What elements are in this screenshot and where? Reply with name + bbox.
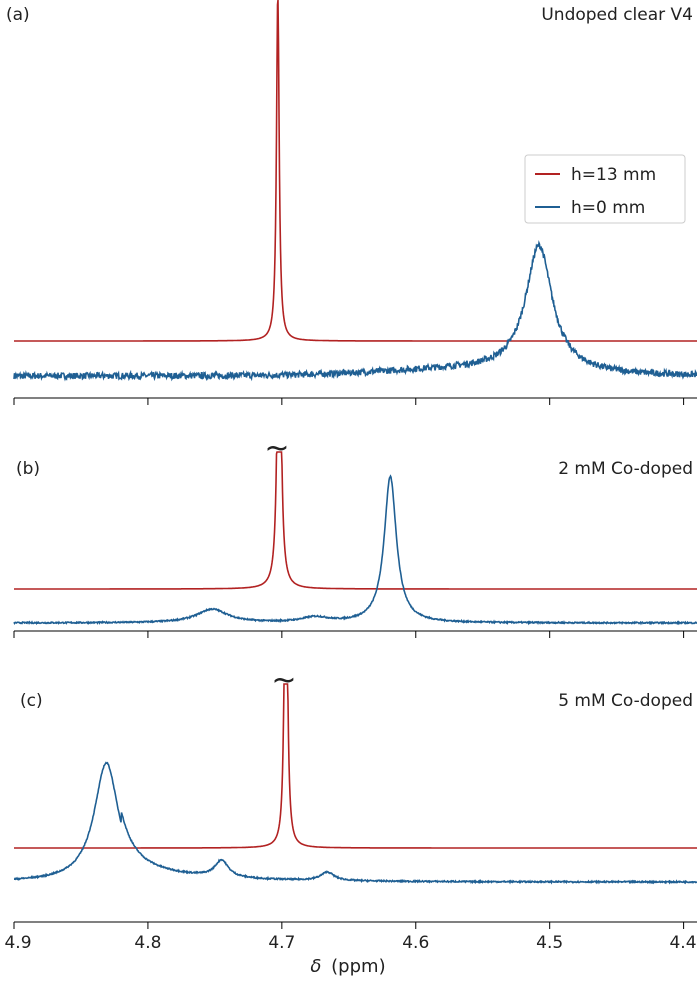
legend-h0-label: h=0 mm xyxy=(571,198,645,218)
legend-h13-label: h=13 mm xyxy=(571,165,656,185)
panel-c-h13-line xyxy=(14,683,697,849)
panel-b-ticks xyxy=(13,631,685,638)
panel-c: (c) 5 mM Co-doped ~ 4.9 4.8 4.7 4.6 4.5 4.4 xyxy=(4,663,697,953)
panel-b: (b) 2 mM Co-doped ~ xyxy=(13,431,697,638)
x-tick-label: 4.6 xyxy=(402,933,429,953)
panel-b-title: 2 mM Co-doped xyxy=(558,459,693,479)
panel-a-title: Undoped clear V4 xyxy=(541,5,693,25)
x-axis-label-unit: (ppm) xyxy=(331,956,385,977)
x-tick-label: 4.5 xyxy=(536,933,563,953)
panel-b-label: (b) xyxy=(16,459,40,479)
x-tick-label: 4.4 xyxy=(669,933,696,953)
panel-a-ticks xyxy=(13,398,685,405)
panel-a-h13-line xyxy=(14,0,697,342)
x-axis-label: δ (ppm) xyxy=(310,956,385,977)
legend-box xyxy=(524,154,686,224)
x-axis-label-symbol: δ xyxy=(310,956,321,977)
x-tick-labels: 4.9 4.8 4.7 4.6 4.5 4.4 xyxy=(4,933,696,953)
panel-a-label: (a) xyxy=(6,5,30,25)
legend: h=13 mm h=0 mm xyxy=(524,154,686,224)
x-tick-label: 4.8 xyxy=(134,933,161,953)
panel-b-h13-line xyxy=(14,451,697,590)
panel-c-ticks xyxy=(13,922,685,929)
x-tick-label: 4.9 xyxy=(4,933,31,953)
panel-c-title: 5 mM Co-doped xyxy=(558,691,693,711)
panel-c-label: (c) xyxy=(20,691,43,711)
panel-a: (a) Undoped clear V4 h=13 mm h=0 mm xyxy=(6,0,697,405)
panel-b-h0-line xyxy=(13,474,697,626)
panel-c-h0-line xyxy=(13,761,697,885)
panel-a-h0-line xyxy=(13,239,697,382)
x-tick-label: 4.7 xyxy=(268,933,295,953)
